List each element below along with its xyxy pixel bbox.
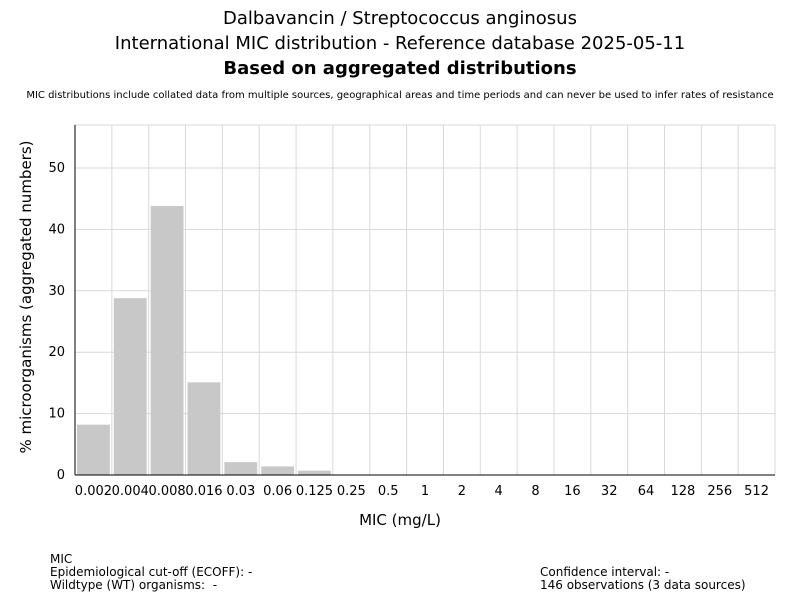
bar: [224, 462, 258, 475]
x-tick-label: 0.125: [296, 484, 333, 499]
disclaimer-note: MIC distributions include collated data …: [26, 90, 774, 101]
y-tick-label: 0: [57, 468, 65, 483]
bar: [261, 466, 295, 475]
x-tick-label: 0.004: [112, 484, 149, 499]
footer-right: Confidence interval: - 146 observations …: [540, 566, 746, 592]
x-tick-label: 0.5: [378, 484, 399, 499]
x-tick-label: 32: [601, 484, 618, 499]
y-tick-label: 20: [48, 345, 65, 360]
title-block: Dalbavancin / Streptococcus anginosus In…: [0, 6, 800, 81]
x-tick-label: 2: [458, 484, 466, 499]
chart-subtitle: International MIC distribution - Referen…: [114, 33, 686, 54]
bar: [77, 424, 110, 475]
observations-text: 146 observations (3 data sources): [540, 578, 746, 592]
bar: [298, 470, 331, 475]
chart-subtitle-bold: Based on aggregated distributions: [223, 58, 577, 79]
bar: [187, 382, 221, 475]
x-tick-label: 1: [421, 484, 429, 499]
x-tick-label: 64: [638, 484, 655, 499]
x-tick-label: 0.008: [148, 484, 185, 499]
footer-left: MIC Epidemiological cut-off (ECOFF): - W…: [50, 553, 252, 592]
y-tick-label: 10: [48, 407, 65, 422]
y-axis-title: % microorganisms (aggregated numbers): [17, 140, 35, 453]
x-tick-label: 0.016: [185, 484, 222, 499]
y-tick-label: 50: [48, 161, 65, 176]
x-tick-label: 512: [744, 484, 769, 499]
x-tick-label: 256: [707, 484, 732, 499]
x-tick-label: 16: [564, 484, 581, 499]
x-tick-label: 0.25: [337, 484, 366, 499]
mic-label: MIC: [50, 552, 73, 566]
x-tick-label: 0.06: [263, 484, 292, 499]
ecoff-text: Epidemiological cut-off (ECOFF): -: [50, 565, 253, 579]
x-tick-label: 0.03: [226, 484, 255, 499]
x-tick-label: 128: [670, 484, 695, 499]
x-axis-title: MIC (mg/L): [359, 511, 441, 529]
x-tick-label: 8: [531, 484, 539, 499]
wildtype-text: Wildtype (WT) organisms: -: [50, 578, 218, 592]
y-tick-label: 30: [48, 284, 65, 299]
confidence-text: Confidence interval: -: [540, 565, 670, 579]
bar: [150, 206, 184, 476]
x-tick-label: 4: [495, 484, 503, 499]
x-tick-label: 0.002: [75, 484, 112, 499]
bar: [113, 298, 147, 475]
chart-title: Dalbavancin / Streptococcus anginosus: [223, 8, 577, 29]
y-tick-label: 40: [48, 222, 65, 237]
